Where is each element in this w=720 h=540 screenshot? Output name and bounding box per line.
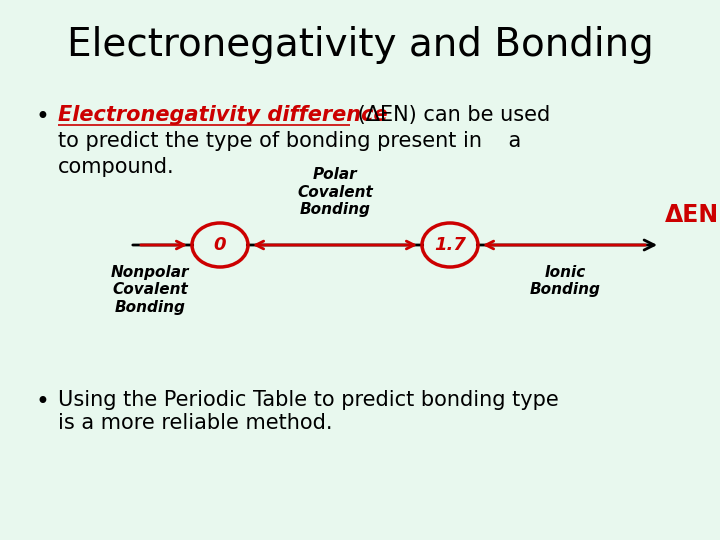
Ellipse shape: [424, 225, 476, 265]
Text: ΔEN: ΔEN: [665, 203, 719, 227]
Text: Electronegativity and Bonding: Electronegativity and Bonding: [67, 26, 653, 64]
Text: Using the Periodic Table to predict bonding type
is a more reliable method.: Using the Periodic Table to predict bond…: [58, 390, 559, 433]
Text: Ionic
Bonding: Ionic Bonding: [530, 265, 600, 298]
Text: Polar
Covalent
Bonding: Polar Covalent Bonding: [297, 167, 373, 217]
Text: compound.: compound.: [58, 157, 175, 177]
Ellipse shape: [194, 225, 246, 265]
Text: •: •: [35, 390, 49, 414]
Text: 0: 0: [214, 236, 226, 254]
Text: to predict the type of bonding present in    a: to predict the type of bonding present i…: [58, 131, 521, 151]
Text: 1.7: 1.7: [434, 236, 466, 254]
Text: Electronegativity difference: Electronegativity difference: [58, 105, 387, 125]
Text: (ΔEN) can be used: (ΔEN) can be used: [351, 105, 550, 125]
Text: •: •: [35, 105, 49, 129]
Text: Nonpolar
Covalent
Bonding: Nonpolar Covalent Bonding: [111, 265, 189, 315]
